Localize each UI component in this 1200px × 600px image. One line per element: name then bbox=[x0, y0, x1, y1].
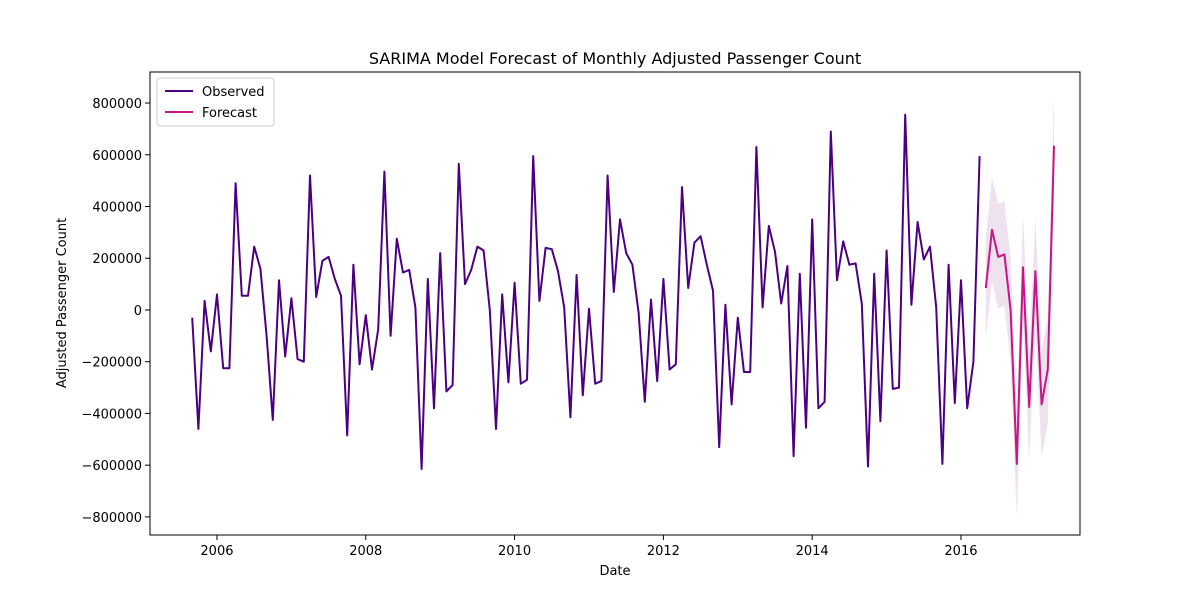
y-axis-title: Adjusted Passenger Count bbox=[55, 218, 70, 388]
chart-title: SARIMA Model Forecast of Monthly Adjuste… bbox=[369, 49, 861, 68]
legend-label-observed: Observed bbox=[202, 85, 265, 100]
x-tick-label: 2010 bbox=[498, 544, 531, 559]
legend: Observed Forecast bbox=[156, 77, 275, 127]
y-tick-label: 600000 bbox=[92, 149, 142, 164]
x-tick-label: 2008 bbox=[349, 544, 382, 559]
x-tick-label: 2016 bbox=[944, 544, 977, 559]
ticks-layer: 2006 2008 2010 2012 2014 2016 −800000 −600000 −4… bbox=[81, 97, 977, 559]
series-layer bbox=[191, 113, 1055, 470]
y-tick-label: 200000 bbox=[92, 252, 142, 267]
series-line-forecast bbox=[984, 145, 1055, 465]
axes-layer bbox=[149, 71, 1081, 536]
y-tick-label: −200000 bbox=[81, 356, 142, 371]
y-tick-label: −400000 bbox=[81, 407, 142, 422]
x-axis-title: Date bbox=[599, 564, 630, 579]
confidence-band-layer bbox=[985, 92, 1054, 517]
y-tick-label: 400000 bbox=[92, 201, 142, 216]
y-tick-label: −600000 bbox=[81, 459, 142, 474]
y-tick-label: 0 bbox=[134, 304, 142, 319]
legend-label-forecast: Forecast bbox=[202, 106, 257, 121]
plot-frame bbox=[149, 71, 1081, 536]
x-tick-label: 2012 bbox=[647, 544, 680, 559]
x-tick-label: 2014 bbox=[796, 544, 829, 559]
y-tick-label: −800000 bbox=[81, 511, 142, 526]
forecast-confidence-band bbox=[985, 92, 1054, 517]
x-tick-label: 2006 bbox=[200, 544, 233, 559]
y-tick-label: 800000 bbox=[92, 97, 142, 112]
series-line-observed bbox=[191, 113, 981, 470]
